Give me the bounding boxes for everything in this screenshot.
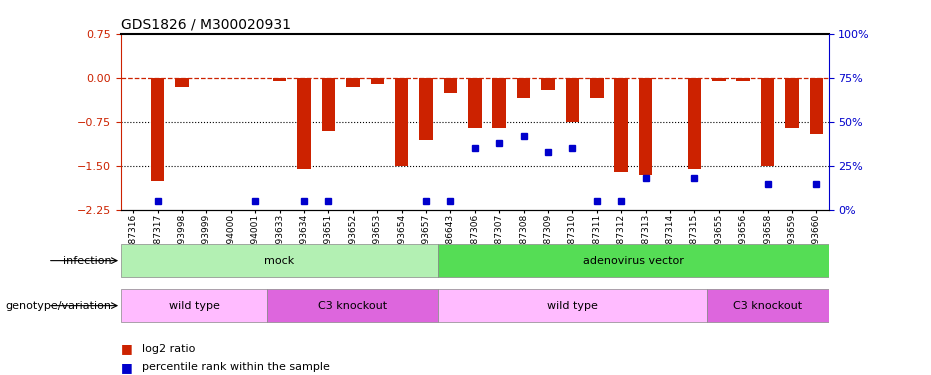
Bar bbox=[439, 244, 829, 277]
Bar bbox=[761, 78, 775, 166]
Bar bbox=[712, 78, 725, 81]
Bar bbox=[444, 78, 457, 93]
Bar bbox=[810, 78, 823, 134]
Bar bbox=[175, 78, 189, 87]
Text: wild type: wild type bbox=[169, 301, 220, 310]
Bar bbox=[322, 78, 335, 131]
Text: wild type: wild type bbox=[547, 301, 598, 310]
Bar bbox=[419, 78, 433, 140]
Bar bbox=[267, 290, 439, 322]
Bar bbox=[614, 78, 627, 172]
Bar bbox=[707, 290, 829, 322]
Text: percentile rank within the sample: percentile rank within the sample bbox=[142, 363, 330, 372]
Bar bbox=[273, 78, 287, 81]
Text: ■: ■ bbox=[121, 342, 133, 355]
Bar bbox=[346, 78, 359, 87]
Bar bbox=[590, 78, 603, 98]
Bar bbox=[439, 290, 707, 322]
Text: C3 knockout: C3 knockout bbox=[318, 301, 387, 310]
Bar bbox=[736, 78, 749, 81]
Bar bbox=[297, 78, 311, 169]
Text: genotype/variation: genotype/variation bbox=[6, 301, 112, 310]
Bar bbox=[785, 78, 799, 128]
Bar bbox=[121, 244, 439, 277]
Text: infection: infection bbox=[63, 256, 112, 266]
Text: mock: mock bbox=[264, 256, 295, 266]
Bar bbox=[517, 78, 531, 98]
Bar bbox=[688, 78, 701, 169]
Bar bbox=[371, 78, 384, 84]
Bar bbox=[566, 78, 579, 122]
Text: ■: ■ bbox=[121, 361, 133, 374]
Bar bbox=[492, 78, 506, 128]
Bar bbox=[541, 78, 555, 90]
Bar bbox=[468, 78, 481, 128]
Text: C3 knockout: C3 knockout bbox=[733, 301, 803, 310]
Bar bbox=[639, 78, 653, 175]
Text: log2 ratio: log2 ratio bbox=[142, 344, 195, 354]
Bar bbox=[121, 290, 267, 322]
Bar bbox=[395, 78, 409, 166]
Bar bbox=[151, 78, 165, 181]
Text: GDS1826 / M300020931: GDS1826 / M300020931 bbox=[121, 17, 291, 31]
Text: adenovirus vector: adenovirus vector bbox=[583, 256, 684, 266]
